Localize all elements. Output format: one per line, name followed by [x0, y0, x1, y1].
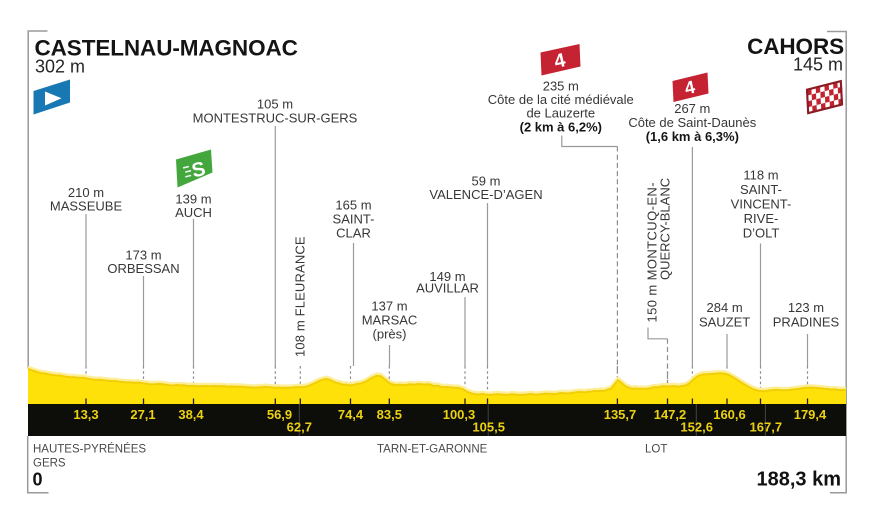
svg-text:56,9: 56,9	[267, 407, 292, 422]
svg-text:AUCH: AUCH	[175, 205, 212, 220]
svg-text:100,3: 100,3	[443, 407, 476, 422]
svg-text:CASTELNAU-MAGNOAC: CASTELNAU-MAGNOAC	[35, 36, 298, 61]
svg-text:SAINT-: SAINT-	[333, 212, 375, 227]
svg-text:165 m: 165 m	[335, 198, 371, 213]
svg-text:139 m: 139 m	[175, 192, 211, 207]
svg-text:ORBESSAN: ORBESSAN	[107, 261, 179, 276]
svg-text:284 m: 284 m	[707, 300, 743, 315]
svg-text:PRADINES: PRADINES	[773, 315, 840, 330]
svg-text:173 m: 173 m	[125, 248, 161, 263]
svg-text:145 m: 145 m	[793, 55, 843, 75]
svg-text:MASSEUBE: MASSEUBE	[50, 199, 123, 214]
svg-text:210 m: 210 m	[68, 185, 104, 200]
svg-text:147,2: 147,2	[654, 407, 687, 422]
svg-text:VALENCE-D’AGEN: VALENCE-D’AGEN	[429, 187, 542, 202]
svg-text:4: 4	[552, 49, 567, 73]
svg-text:HAUTES-PYRÉNÉES: HAUTES-PYRÉNÉES	[33, 443, 146, 456]
svg-text:105,5: 105,5	[472, 420, 505, 435]
svg-text:38,4: 38,4	[178, 407, 204, 422]
svg-text:CAHORS: CAHORS	[747, 34, 844, 59]
svg-text:de Lauzerte: de Lauzerte	[526, 106, 595, 121]
svg-text:Côte de Saint-Daunès: Côte de Saint-Daunès	[628, 115, 756, 130]
svg-text:D’OLT: D’OLT	[743, 226, 780, 241]
svg-text:74,4: 74,4	[338, 407, 364, 422]
svg-text:267 m: 267 m	[674, 101, 710, 116]
svg-text:27,1: 27,1	[130, 407, 155, 422]
svg-text:135,7: 135,7	[604, 407, 637, 422]
svg-text:188,3 km: 188,3 km	[756, 469, 841, 491]
svg-text:62,7: 62,7	[287, 420, 312, 435]
svg-text:TARN-ET-GARONNE: TARN-ET-GARONNE	[377, 444, 488, 456]
svg-text:149 m: 149 m	[429, 269, 465, 284]
svg-text:(2 km à 6,2%): (2 km à 6,2%)	[520, 120, 602, 135]
svg-text:105 m: 105 m	[257, 97, 293, 112]
svg-text:(près): (près)	[373, 327, 407, 342]
svg-text:LOT: LOT	[645, 444, 667, 456]
svg-text:GERS: GERS	[33, 458, 66, 470]
svg-text:VINCENT-: VINCENT-	[731, 197, 792, 212]
svg-text:MONTESTRUC-SUR-GERS: MONTESTRUC-SUR-GERS	[193, 111, 358, 126]
svg-text:S: S	[190, 158, 208, 182]
svg-text:AUVILLAR: AUVILLAR	[416, 281, 479, 296]
svg-text:(1,6 km à 6,3%): (1,6 km à 6,3%)	[646, 129, 739, 144]
svg-text:150 m MONTCUQ-EN-: 150 m MONTCUQ-EN-	[645, 182, 660, 322]
svg-text:179,4: 179,4	[794, 407, 827, 422]
svg-text:83,5: 83,5	[377, 407, 402, 422]
svg-text:0: 0	[33, 470, 43, 490]
svg-text:302 m: 302 m	[35, 57, 85, 77]
svg-text:59 m: 59 m	[472, 174, 501, 189]
svg-text:13,3: 13,3	[73, 407, 98, 422]
svg-text:123 m: 123 m	[788, 300, 824, 315]
svg-text:MARSAC: MARSAC	[362, 313, 418, 328]
svg-text:Côte de la cité médiévale: Côte de la cité médiévale	[488, 92, 634, 107]
svg-text:CLAR: CLAR	[336, 226, 371, 241]
svg-text:SAINT-: SAINT-	[740, 182, 782, 197]
svg-text:152,6: 152,6	[680, 420, 713, 435]
svg-text:QUERCY-BLANC: QUERCY-BLANC	[658, 178, 673, 280]
svg-text:137 m: 137 m	[371, 299, 407, 314]
svg-text:160,6: 160,6	[713, 407, 746, 422]
svg-text:108 m FLEURANCE: 108 m FLEURANCE	[293, 236, 308, 357]
svg-text:RIVE-: RIVE-	[744, 211, 779, 226]
svg-text:4: 4	[683, 77, 697, 99]
svg-text:167,7: 167,7	[750, 420, 783, 435]
svg-text:235 m: 235 m	[543, 79, 579, 94]
svg-text:SAUZET: SAUZET	[699, 315, 750, 330]
svg-text:118 m: 118 m	[743, 168, 778, 183]
